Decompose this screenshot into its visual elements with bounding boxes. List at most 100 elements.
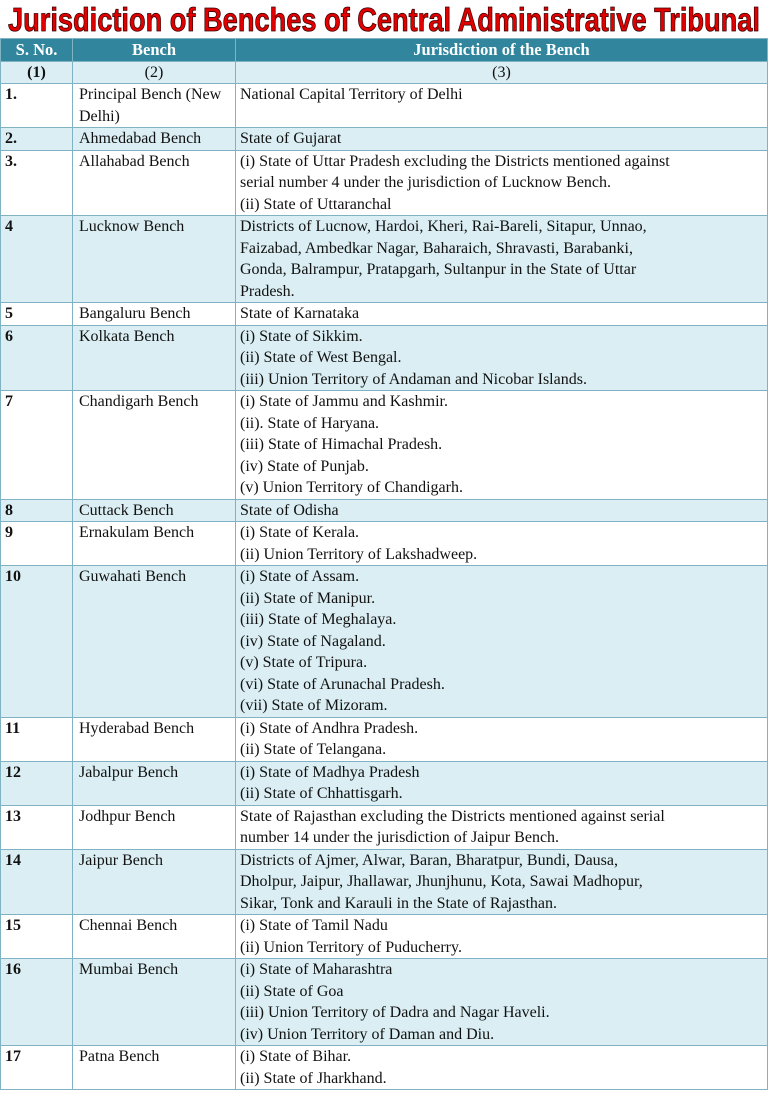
- jurisdiction-cell: (i) State of Sikkim. (ii) State of West B…: [235, 324, 768, 391]
- jurisdiction-line: (ii) State of Telangana.: [240, 741, 387, 758]
- jurisdiction-line: (ii) State of Manipur.: [240, 589, 376, 607]
- jurisdiction-line: serial number 4 under the jurisdiction o…: [240, 174, 612, 191]
- bench-name: Allahabad Bench: [72, 149, 236, 216]
- bench-name: Ahmedabad Bench: [72, 127, 236, 151]
- column-number: (3): [235, 60, 768, 84]
- bench-name: Mumbai Bench: [72, 958, 236, 1046]
- table-row: 14 Jaipur Bench Districts of Ajmer, Alwar,…: [0, 848, 768, 915]
- jurisdiction-line: Pradesh.: [240, 282, 295, 300]
- jurisdiction-line: (i) State of Andhra Pradesh.: [240, 719, 419, 737]
- jurisdiction-cell: (i) State of Tamil Nadu (ii) Union Territ…: [235, 914, 768, 959]
- serial-number: 2.: [0, 127, 73, 151]
- jurisdiction-line: (ii) State of Chhattisgarh.: [240, 785, 403, 802]
- bench-name: Kolkata Bench: [72, 324, 236, 391]
- jurisdiction-line: (iii) State of Himachal Pradesh.: [240, 436, 443, 453]
- table-body: 1. Principal Bench (New Delhi) National Ca…: [0, 83, 768, 1090]
- jurisdiction-cell: State of Rajasthan excluding the Distric…: [235, 804, 768, 850]
- numbering-row: (1) (2) (3): [0, 60, 768, 84]
- serial-number: 14: [0, 848, 73, 915]
- jurisdiction-cell: State of Karnataka: [235, 302, 768, 326]
- bench-name: Jaipur Bench: [72, 848, 236, 915]
- jurisdiction-line: (ii) State of Goa: [240, 982, 344, 1000]
- jurisdiction-line: (i) State of Jammu and Kashmir.: [240, 393, 448, 410]
- jurisdiction-line: number 14 under the jurisdiction of Jaip…: [240, 829, 560, 846]
- table-row: 11 Hyderabad Bench (i) State of Andhra Pra…: [0, 716, 768, 762]
- jurisdiction-line: (i) State of Sikkim.: [240, 327, 363, 345]
- jurisdiction-line: Districts of Ajmer, Alwar, Baran, Bharat…: [240, 851, 618, 869]
- serial-number: 9: [0, 521, 73, 566]
- jurisdiction-line: (ii) State of Uttaranchal: [240, 195, 392, 213]
- column-number: (2): [72, 60, 236, 84]
- serial-number: 5: [0, 302, 73, 326]
- jurisdiction-cell: (i) State of Jammu and Kashmir. (ii). Sta…: [235, 390, 768, 500]
- bench-name: Patna Bench: [72, 1045, 236, 1090]
- jurisdiction-line: State of Odisha: [240, 501, 339, 519]
- serial-number: 15: [0, 914, 73, 959]
- serial-number: 13: [0, 804, 73, 850]
- serial-number: 16: [0, 958, 73, 1046]
- bench-name: Guwahati Bench: [72, 565, 236, 718]
- jurisdiction-cell: (i) State of Kerala. (ii) Union Territory…: [235, 521, 768, 566]
- table-row: 7 Chandigarh Bench (i) State of Jammu and …: [0, 390, 768, 500]
- jurisdiction-line: (i) State of Madhya Pradesh: [240, 763, 420, 781]
- jurisdiction-cell: State of Odisha: [235, 498, 768, 522]
- jurisdiction-table: S. No. Bench Jurisdiction of the Bench (…: [0, 38, 768, 1090]
- table-row: 4 Lucknow Bench Districts of Lucnow, Hardo…: [0, 215, 768, 303]
- bench-name: Ernakulam Bench: [72, 521, 236, 566]
- jurisdiction-cell: (i) State of Assam. (ii) State of Manipur…: [235, 565, 768, 718]
- table-row: 8 Cuttack Bench State of Odisha: [0, 498, 768, 522]
- jurisdiction-line: (iii) Union Territory of Andaman and Nic…: [240, 370, 587, 388]
- jurisdiction-line: (i) State of Kerala.: [240, 524, 360, 541]
- jurisdiction-line: (v) State of Tripura.: [240, 654, 368, 671]
- jurisdiction-line: Districts of Lucnow, Hardoi, Kheri, Rai-…: [240, 218, 647, 235]
- bench-name: Chennai Bench: [72, 914, 236, 959]
- table-row: 2. Ahmedabad Bench State of Gujarat: [0, 127, 768, 151]
- column-header: Jurisdiction of the Bench: [235, 38, 768, 62]
- jurisdiction-line: Faizabad, Ambedkar Nagar, Baharaich, Shr…: [240, 239, 633, 257]
- table-row: 3. Allahabad Bench (i) State of Uttar Prad…: [0, 149, 768, 216]
- header-row: S. No. Bench Jurisdiction of the Bench: [0, 38, 768, 62]
- serial-number: 12: [0, 760, 73, 806]
- jurisdiction-line: (i) State of Uttar Pradesh excluding the…: [240, 152, 670, 170]
- serial-number: 1.: [0, 83, 73, 128]
- jurisdiction-line: (v) Union Territory of Chandigarh.: [240, 479, 463, 496]
- serial-number: 3.: [0, 149, 73, 216]
- bench-name: Jodhpur Bench: [72, 804, 236, 850]
- jurisdiction-cell: State of Gujarat: [235, 127, 768, 151]
- column-header: Bench: [72, 38, 236, 62]
- table-row: 5 Bangaluru Bench State of Karnataka: [0, 302, 768, 326]
- table-row: 10 Guwahati Bench (i) State of Assam. (ii) …: [0, 565, 768, 718]
- table-row: 15 Chennai Bench (i) State of Tamil Nadu (i…: [0, 914, 768, 959]
- serial-number: 8: [0, 498, 73, 522]
- jurisdiction-line: Dholpur, Jaipur, Jhallawar, Jhunjhunu, K…: [240, 873, 643, 890]
- bench-name: Hyderabad Bench: [72, 716, 236, 762]
- bench-name: Chandigarh Bench: [72, 390, 236, 500]
- jurisdiction-line: State of Karnataka: [240, 305, 360, 322]
- serial-number: 10: [0, 565, 73, 718]
- jurisdiction-line: (i) State of Maharashtra: [240, 961, 393, 978]
- jurisdiction-cell: (i) State of Madhya Pradesh (ii) State of…: [235, 760, 768, 806]
- title-banner: Jurisdiction of Benches of Central Admin…: [8, 1, 761, 38]
- table-row: 9 Ernakulam Bench (i) State of Kerala. (ii)…: [0, 521, 768, 566]
- jurisdiction-line: (i) State of Tamil Nadu: [240, 917, 388, 934]
- table-row: 13 Jodhpur Bench State of Rajasthan exclud…: [0, 804, 768, 850]
- serial-number: 11: [0, 716, 73, 762]
- jurisdiction-cell: (i) State of Maharashtra (ii) State of Go…: [235, 958, 768, 1046]
- jurisdiction-line: (ii) Union Territory of Puducherry.: [240, 938, 462, 956]
- jurisdiction-line: (vii) State of Mizoram.: [240, 697, 388, 714]
- bench-name: Jabalpur Bench: [72, 760, 236, 806]
- bench-name: Cuttack Bench: [72, 498, 236, 522]
- serial-number: 4: [0, 215, 73, 303]
- bench-name: Lucknow Bench: [72, 215, 236, 303]
- jurisdiction-line: (i) State of Bihar.: [240, 1048, 352, 1065]
- jurisdiction-cell: (i) State of Uttar Pradesh excluding the…: [235, 149, 768, 216]
- jurisdiction-cell: (i) State of Andhra Pradesh. (ii) State o…: [235, 716, 768, 762]
- jurisdiction-line: (ii) State of West Bengal.: [240, 349, 402, 366]
- jurisdiction-line: State of Gujarat: [240, 130, 342, 147]
- serial-number: 7: [0, 390, 73, 500]
- jurisdiction-line: (iv) State of Punjab.: [240, 457, 369, 475]
- jurisdiction-cell: Districts of Lucnow, Hardoi, Kheri, Rai-…: [235, 215, 768, 303]
- jurisdiction-line: (ii) State of Jharkhand.: [240, 1069, 387, 1087]
